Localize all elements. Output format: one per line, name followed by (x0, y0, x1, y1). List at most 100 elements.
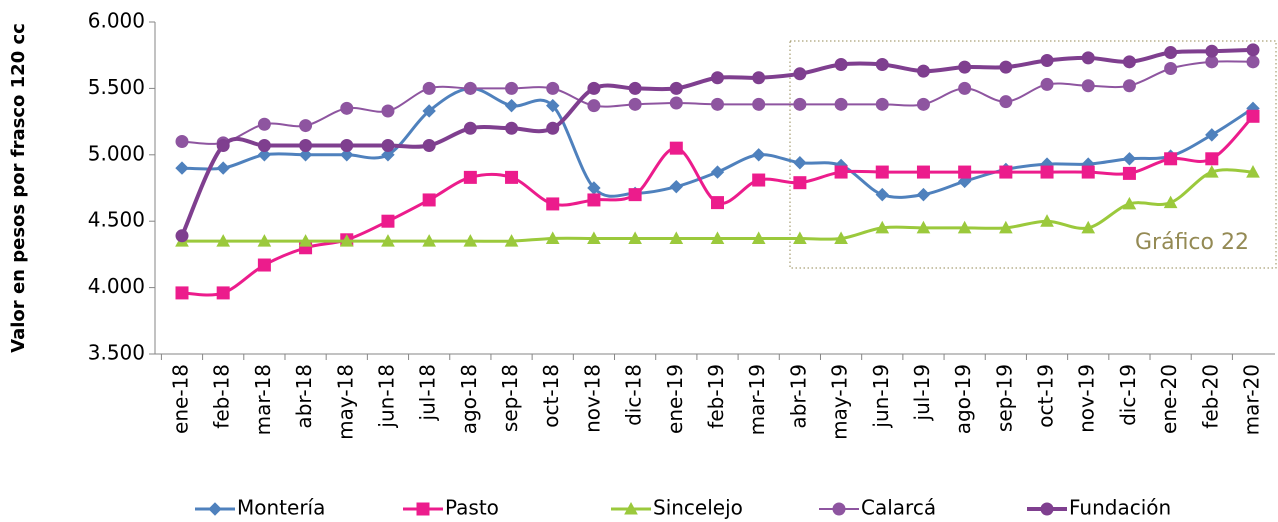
point (875, 165, 889, 179)
point (834, 165, 848, 179)
x-tick-label: feb-20 (1198, 364, 1222, 429)
point (711, 196, 724, 210)
point (1040, 214, 1054, 227)
point (299, 119, 313, 133)
point (216, 234, 231, 247)
point (1164, 46, 1178, 60)
point (793, 67, 807, 81)
legend-label: Pasto (445, 496, 499, 520)
point (999, 165, 1013, 179)
point (381, 234, 395, 247)
point (1040, 165, 1054, 179)
x-tick-label: jun-18 (374, 364, 398, 429)
point (1246, 43, 1260, 57)
legend-marker (416, 502, 430, 516)
point (257, 258, 271, 272)
x-tick-label: ene-20 (1157, 364, 1181, 434)
point (587, 99, 601, 113)
point (751, 231, 766, 244)
point (751, 148, 766, 162)
point (711, 71, 724, 85)
point (216, 139, 230, 153)
legend-label: Montería (237, 496, 325, 520)
point (504, 98, 519, 113)
point (958, 60, 972, 74)
point (669, 96, 683, 110)
point (834, 57, 848, 71)
point (1164, 152, 1178, 166)
point (710, 231, 725, 244)
point (216, 161, 230, 175)
point (711, 97, 724, 111)
y-tick-label: 5.000 (88, 141, 145, 165)
point (381, 214, 395, 228)
point (958, 165, 972, 179)
point (710, 165, 725, 179)
point (628, 231, 642, 244)
point (916, 165, 930, 179)
point (340, 139, 354, 153)
point (957, 220, 972, 234)
x-tick-label: jul-19 (910, 364, 934, 421)
y-axis-label: Valor en pesos por frasco 120 cc (8, 23, 29, 353)
legend-marker (832, 502, 846, 516)
point (505, 170, 519, 184)
legend-label: Fundación (1069, 496, 1171, 520)
point (175, 229, 189, 243)
point (916, 64, 930, 78)
legend-label: Calarcá (861, 496, 936, 520)
point (793, 176, 807, 190)
point (752, 71, 766, 85)
point (381, 104, 395, 118)
point (1122, 79, 1136, 93)
x-tick-label: sep-19 (992, 364, 1016, 432)
x-tick-label: oct-18 (539, 364, 563, 428)
x-tick-label: oct-19 (1034, 364, 1058, 428)
point (1205, 44, 1219, 58)
point (381, 139, 395, 153)
y-tick-label: 3.500 (88, 341, 145, 365)
point (175, 286, 189, 300)
point (1122, 55, 1136, 69)
point (546, 81, 560, 95)
point (463, 234, 478, 247)
point (752, 97, 766, 111)
point (381, 148, 395, 162)
point (339, 234, 354, 247)
x-tick-label: nov-18 (580, 364, 604, 433)
point (999, 60, 1013, 74)
x-tick-label: jul-18 (416, 364, 440, 421)
x-tick-label: ene-18 (169, 364, 193, 434)
point (669, 141, 683, 155)
point (504, 234, 519, 247)
point (958, 81, 972, 95)
point (628, 81, 642, 95)
point (875, 220, 890, 234)
point (1081, 165, 1095, 179)
x-tick-label: abr-19 (786, 364, 810, 429)
point (628, 188, 642, 202)
point (1205, 152, 1219, 166)
point (916, 187, 931, 202)
point (340, 101, 354, 115)
point (875, 187, 889, 202)
x-tick-label: ago-18 (457, 364, 481, 434)
point (875, 97, 889, 111)
point (1204, 165, 1219, 178)
x-tick-label: ene-19 (663, 364, 687, 434)
annotation: Gráfico 22 (1135, 230, 1249, 255)
x-tick-label: feb-18 (210, 364, 234, 429)
point (422, 234, 436, 247)
x-tick-label: may-18 (333, 364, 357, 440)
point (422, 139, 436, 153)
point (422, 104, 436, 118)
point (1122, 166, 1136, 180)
point (1246, 55, 1260, 69)
x-tick-label: feb-19 (704, 364, 728, 429)
x-tick-label: jun-19 (869, 364, 893, 429)
point (546, 197, 560, 211)
x-tick-label: dic-19 (1116, 364, 1140, 426)
point (1205, 128, 1219, 142)
point (1246, 165, 1260, 178)
